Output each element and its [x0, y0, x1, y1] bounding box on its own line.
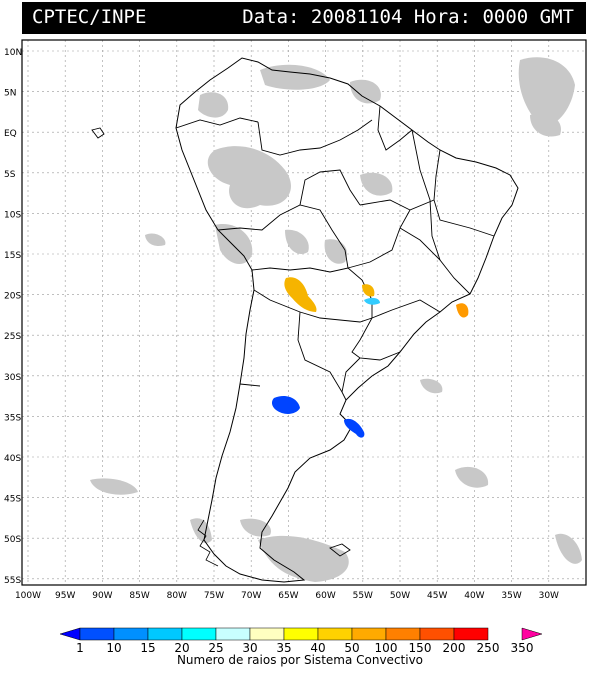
date-time-label: Data: 20081104 Hora: 0000 GMT: [242, 6, 574, 28]
convective-system-rio-de-janeiro: [456, 303, 469, 318]
lat-label: 55S: [4, 576, 21, 586]
convective-system-mato-grosso-sul: [362, 284, 375, 297]
lat-label: 10N: [4, 48, 22, 58]
cloud-tierra-del-fuego: [258, 535, 349, 582]
legend-label: 20: [174, 641, 189, 655]
lat-label: 35S: [4, 413, 21, 423]
lon-label: 35W: [501, 591, 521, 601]
legend-swatch: [79, 627, 115, 641]
legend-label: 15: [140, 641, 155, 655]
convective-system-buenos-aires-interior: [271, 396, 300, 414]
legend-swatch: [113, 627, 149, 641]
legend-swatch: [351, 627, 387, 641]
legend-swatch: [181, 627, 217, 641]
lat-label: 30S: [4, 373, 21, 383]
legend-label: 250: [477, 641, 500, 655]
lat-label: EQ: [4, 129, 17, 139]
legend-swatch: [453, 627, 489, 641]
falkland-islands: [329, 543, 351, 557]
longitude-labels: 100W 95W 90W 85W 80W 75W 70W 65W 60W 55W 50W 45W 40W…: [15, 591, 559, 601]
organization-label: CPTEC/INPE: [32, 6, 147, 28]
convective-system-rio-de-la-plata: [344, 418, 365, 438]
cloud-colombia: [198, 92, 229, 118]
lat-label: 40S: [4, 454, 21, 464]
cloud-cover: [90, 57, 582, 582]
cloud-atlantic-south: [555, 533, 582, 564]
chile-fjords: [197, 519, 219, 567]
lon-label: 50W: [390, 591, 410, 601]
legend-swatch: [419, 627, 455, 641]
lon-label: 80W: [167, 591, 187, 601]
cloud-chile-south: [190, 518, 212, 544]
map-background: [22, 40, 586, 585]
legend-color-bar: [59, 627, 543, 641]
cloud-south-brazil-coast: [420, 378, 443, 394]
lon-label: 85W: [129, 591, 149, 601]
cloud-pacific-west: [145, 233, 166, 246]
cloud-argentina-south: [240, 518, 271, 537]
lon-label: 45W: [427, 591, 447, 601]
legend-swatch: [283, 627, 319, 641]
legend-caption: Numero de raios por Sistema Convectivo: [177, 653, 423, 667]
lon-label: 30W: [539, 591, 559, 601]
cloud-guyana: [350, 79, 381, 104]
cloud-atlantic-central: [455, 466, 489, 488]
legend-label: 30: [242, 641, 257, 655]
cloud-pacific-central: [90, 478, 138, 495]
legend-swatch: [521, 627, 543, 641]
coastline-south-america: [175, 57, 519, 583]
cloud-mato-grosso: [324, 239, 348, 264]
lon-label: 75W: [204, 591, 224, 601]
legend-label: 100: [375, 641, 398, 655]
legend-swatch: [59, 627, 81, 641]
lat-label: 15S: [4, 251, 21, 261]
legend-swatch: [385, 627, 421, 641]
convective-system-parana-small: [364, 297, 380, 305]
cloud-amazon: [207, 146, 291, 209]
convective-system-paraguay-chaco: [284, 277, 317, 312]
map-frame: [21, 39, 587, 586]
legend-swatch: [215, 627, 251, 641]
legend: 1 10 15 20 25 30 35 40 50 100 150 200 250 350 Numero …: [59, 627, 543, 667]
cloud-atlantic-east: [530, 113, 561, 137]
lon-label: 100W: [15, 591, 41, 601]
legend-label: 40: [310, 641, 325, 655]
legend-label: 1: [76, 641, 84, 655]
legend-label: 200: [443, 641, 466, 655]
legend-swatch: [147, 627, 183, 641]
lat-label: 5S: [4, 170, 16, 180]
lon-label: 55W: [353, 591, 373, 601]
legend-labels: 1 10 15 20 25 30 35 40 50 100 150 200 250 350: [76, 641, 533, 655]
lon-label: 60W: [315, 591, 335, 601]
legend-label: 35: [276, 641, 291, 655]
lat-label: 45S: [4, 495, 21, 505]
lat-label: 20S: [4, 292, 21, 302]
lon-label: 70W: [241, 591, 261, 601]
header-bar: CPTEC/INPE Data: 20081104 Hora: 0000 GMT: [22, 2, 586, 34]
lat-label: 25S: [4, 332, 21, 342]
cloud-pacific-north: [518, 57, 575, 126]
lon-label: 65W: [278, 591, 298, 601]
legend-label: 25: [208, 641, 223, 655]
cloud-bolivia: [285, 229, 309, 254]
legend-swatch: [317, 627, 353, 641]
lon-label: 90W: [92, 591, 112, 601]
galapagos-islands: [91, 127, 105, 139]
country-borders: [175, 105, 495, 401]
cloud-para: [360, 172, 393, 196]
latitude-labels: 10N 5N EQ 5S 10S 15S 20S 25S 30S 35S 40S 45S 50S 55S: [4, 48, 22, 586]
legend-swatch: [249, 627, 285, 641]
legend-label: 10: [106, 641, 121, 655]
legend-label: 50: [344, 641, 359, 655]
lat-label: 5N: [4, 89, 16, 99]
lat-label: 50S: [4, 535, 21, 545]
lon-label: 95W: [55, 591, 75, 601]
legend-label: 150: [409, 641, 432, 655]
lon-label: 40W: [464, 591, 484, 601]
cloud-peru: [215, 224, 253, 265]
lat-label: 10S: [4, 210, 21, 220]
legend-label: 350: [511, 641, 534, 655]
